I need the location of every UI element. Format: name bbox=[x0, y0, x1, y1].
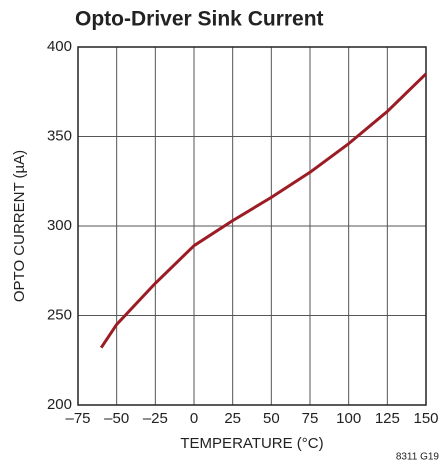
x-tick-label: 100 bbox=[336, 410, 361, 427]
annotation: 8311 G19 bbox=[396, 452, 440, 463]
chart-title: Opto-Driver Sink Current bbox=[75, 8, 324, 31]
y-tick-label: 400 bbox=[47, 38, 72, 55]
x-tick-label: 125 bbox=[375, 410, 400, 427]
x-axis-label: TEMPERATURE (°C) bbox=[180, 435, 323, 452]
x-tick-label: 75 bbox=[302, 410, 319, 427]
y-tick-label: 250 bbox=[47, 306, 72, 323]
x-tick-label: –50 bbox=[104, 410, 129, 427]
x-tick-label: 25 bbox=[224, 410, 241, 427]
x-tick-label: 150 bbox=[413, 410, 438, 427]
y-tick-label: 300 bbox=[47, 217, 72, 234]
data-line bbox=[99, 72, 428, 349]
y-axis-label: OPTO CURRENT (µA) bbox=[11, 150, 28, 302]
x-tick-label: 50 bbox=[263, 410, 280, 427]
y-tick-label: 350 bbox=[47, 127, 72, 144]
plot-frame bbox=[77, 46, 427, 406]
x-tick-label: –75 bbox=[65, 410, 90, 427]
x-tick-label: –25 bbox=[143, 410, 168, 427]
y-tick-label: 200 bbox=[47, 396, 72, 413]
x-tick-label: 0 bbox=[190, 410, 198, 427]
